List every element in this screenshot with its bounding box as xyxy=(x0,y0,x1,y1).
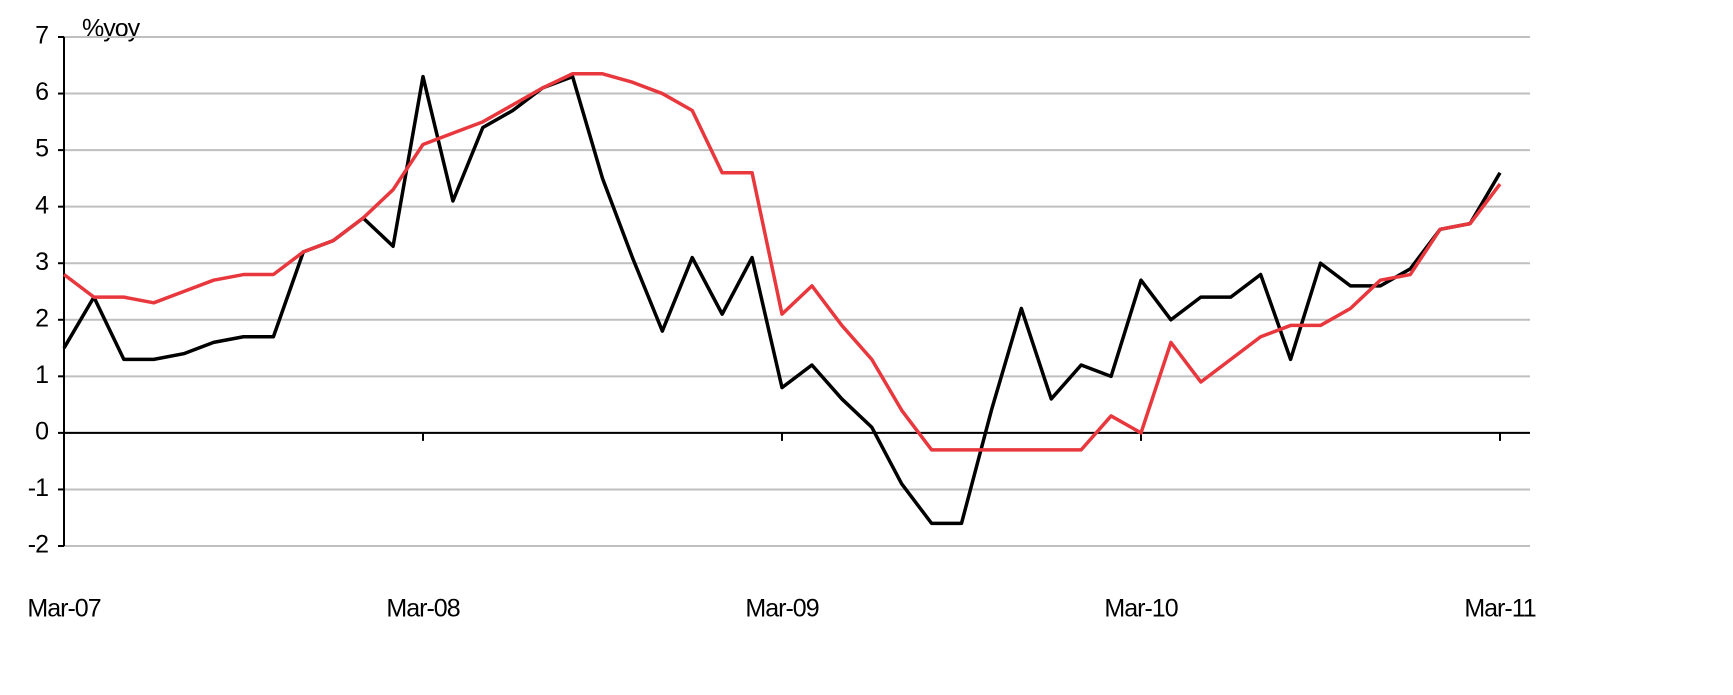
x-tick-label: Mar-08 xyxy=(386,595,459,623)
y-tick-label: 5 xyxy=(35,135,48,163)
y-tick-label: 1 xyxy=(35,361,48,389)
y-tick-label: 2 xyxy=(35,304,48,332)
x-tick-label: Mar-11 xyxy=(1464,595,1535,623)
series-line xyxy=(62,72,1502,452)
y-tick-label: 0 xyxy=(35,417,48,445)
x-tick-label: Mar-07 xyxy=(27,595,100,623)
y-axis-label: %yoy xyxy=(82,15,141,43)
x-tick-label: Mar-09 xyxy=(745,595,818,623)
y-tick-label: 4 xyxy=(35,191,49,219)
y-tick-label: 7 xyxy=(35,22,48,50)
series-line xyxy=(62,74,1502,526)
y-tick-label: -2 xyxy=(28,531,48,559)
y-tick-label: 3 xyxy=(35,248,48,276)
y-tick-label: -1 xyxy=(28,474,48,502)
x-tick-label: Mar-10 xyxy=(1104,595,1177,623)
y-tick-label: 6 xyxy=(35,78,48,106)
